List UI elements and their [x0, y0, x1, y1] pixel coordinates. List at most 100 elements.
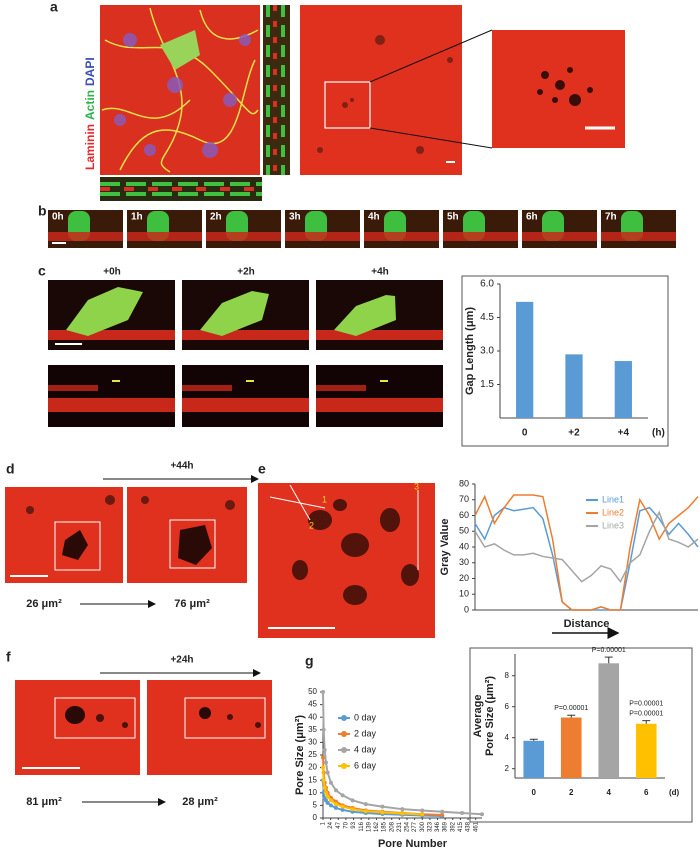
membrane: [443, 232, 518, 241]
point: [400, 807, 405, 812]
legend-swatch: [341, 763, 347, 769]
point: [325, 800, 330, 805]
y-tick-label: 8: [505, 671, 510, 680]
point: [363, 802, 368, 807]
legend-label: 4 day: [354, 744, 377, 754]
x-tick-label: 24: [328, 821, 334, 828]
bar: [614, 361, 632, 418]
time-label: 2h: [210, 212, 222, 223]
line-label: 2: [309, 520, 314, 530]
point: [322, 747, 327, 752]
point: [321, 727, 326, 732]
x-tick-label: 392: [450, 821, 456, 832]
y-tick-label: 35: [308, 725, 317, 734]
y-tick-label: 40: [459, 541, 469, 551]
point: [420, 812, 425, 817]
p-value: P=0.00001: [629, 710, 663, 717]
y-tick-label: 3.0: [480, 346, 494, 357]
x-tick-label: 1: [321, 821, 327, 825]
stain: DAPI: [83, 57, 97, 86]
time-label: 4h: [368, 212, 380, 223]
bar: [565, 354, 583, 418]
panel-label: c: [38, 263, 46, 279]
membrane: [206, 232, 281, 241]
y-tick-label: 70: [459, 494, 469, 504]
x-tick-label: 208: [389, 821, 395, 832]
p-value: P=0.00001: [592, 647, 626, 654]
time-label: 6h: [526, 212, 538, 223]
time-lapse: 0h 1h 2h 3h 4h 5h 6h 7h: [48, 210, 676, 248]
interval: +24h: [170, 655, 193, 666]
y-tick-label: 20: [459, 573, 469, 583]
panel-label: g: [305, 653, 314, 669]
line: [322, 691, 483, 816]
chart-frame: [461, 275, 669, 447]
point: [325, 794, 330, 799]
x-tick-label: 70: [343, 821, 349, 828]
point: [440, 809, 445, 814]
x-tick-label: 461: [473, 821, 479, 832]
y-tick-label: 50: [308, 687, 317, 696]
membrane: [316, 330, 443, 340]
point: [340, 793, 345, 798]
y-tick-label: 15: [308, 775, 317, 784]
x-tick-label: 438: [466, 821, 472, 832]
x-tick-label: 185: [382, 821, 388, 832]
y-tick-label: 0: [464, 604, 469, 614]
cell: [334, 295, 396, 336]
panel-label: f: [6, 649, 11, 665]
membrane: [48, 398, 175, 412]
x-axis-label: Pore Number: [378, 838, 448, 850]
legend-label: 6 day: [354, 760, 377, 770]
point: [350, 807, 355, 812]
area: 81 μm²: [26, 796, 62, 808]
panel-label: d: [6, 461, 15, 477]
y-tick-label: 30: [459, 557, 469, 567]
time-label: 1h: [131, 212, 143, 223]
micrograph: [15, 680, 272, 775]
membrane: [316, 385, 366, 391]
y-axis-label: Average: [472, 694, 484, 737]
stain: Laminin: [83, 124, 97, 170]
tile: [182, 365, 309, 427]
x-tick-label: +2: [568, 428, 580, 439]
bar: [560, 717, 582, 778]
x-tick-label: 2: [569, 788, 574, 797]
line: [474, 494, 699, 611]
y-tick-label: 45: [308, 700, 317, 709]
point: [350, 798, 355, 803]
x-tick-label: 116: [359, 821, 365, 831]
x-tick-label: 277: [412, 821, 418, 832]
y-axis-label: Pore Size (μm²): [484, 676, 496, 756]
time-label: 0h: [52, 212, 64, 223]
cell: [66, 287, 143, 336]
point: [400, 811, 405, 816]
membrane: [182, 385, 232, 391]
y-axis-label: Gray Value: [439, 519, 451, 576]
x-tick-label: 93: [351, 821, 357, 828]
y-tick-label: 6: [505, 702, 510, 711]
x-tick-label: 300: [420, 821, 426, 832]
x-tick-label: 231: [397, 821, 403, 832]
area: 26 μm²: [26, 598, 62, 610]
x-tick-label: 0: [532, 788, 537, 797]
y-tick-label: 5: [313, 801, 318, 810]
x-tick-label: 415: [458, 821, 464, 832]
time-label: 3h: [289, 212, 301, 223]
x-tick-label: 0: [522, 428, 528, 439]
p-value: P=0.00001: [629, 700, 663, 707]
membrane: [601, 232, 676, 241]
point: [333, 805, 338, 810]
y-tick-label: 2: [505, 764, 510, 773]
point: [363, 809, 368, 814]
point: [321, 765, 325, 770]
time-label: +0h: [103, 267, 121, 278]
tile: [48, 365, 175, 427]
y-tick-label: 60: [459, 510, 469, 520]
stain: Actin: [83, 90, 97, 120]
membrane: [182, 330, 309, 340]
y-tick-label: 20: [308, 763, 317, 772]
y-tick-label: 4.5: [480, 312, 494, 323]
membrane: [316, 398, 443, 412]
time-label: +4h: [371, 267, 389, 278]
